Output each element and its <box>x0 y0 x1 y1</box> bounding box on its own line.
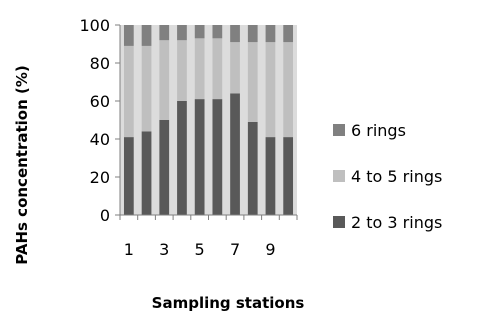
bar-segment-station-7-series-2 <box>230 42 240 94</box>
x-tick-label: 1 <box>124 240 134 259</box>
y-tick-label: 80 <box>90 54 110 73</box>
y-axis: 0 20 40 60 80 100 <box>79 16 121 225</box>
bar-segment-station-9-series-3 <box>265 25 276 43</box>
bar-segment-station-1-series-2 <box>123 45 134 138</box>
bar-segment-station-4-series-1 <box>177 101 187 215</box>
y-tick-label: 20 <box>90 168 110 187</box>
bar-segment-station-8-series-2 <box>247 42 258 122</box>
legend-swatch <box>333 170 345 182</box>
bar-segment-station-6-series-1 <box>212 99 223 215</box>
bar-segment-station-4-series-3 <box>177 25 187 41</box>
y-tick-label: 100 <box>79 16 110 35</box>
legend-swatch <box>333 216 345 228</box>
legend-swatch <box>333 124 345 136</box>
bar-segment-station-1-series-1 <box>123 137 134 215</box>
legend-label: 2 to 3 rings <box>351 213 442 232</box>
y-tick-label: 60 <box>90 92 110 111</box>
bar-segment-station-2-series-1 <box>141 131 152 215</box>
bar-segment-station-5-series-1 <box>194 99 205 215</box>
x-tick-label: 5 <box>195 240 205 259</box>
bar-segment-station-7-series-1 <box>230 93 240 215</box>
bar-segment-station-6-series-3 <box>212 25 223 39</box>
bar-segment-station-9-series-1 <box>265 137 276 215</box>
bar-segment-station-3-series-3 <box>159 25 170 41</box>
legend: 6 rings 4 to 5 rings 2 to 3 rings <box>333 121 442 232</box>
bar-segment-station-6-series-2 <box>212 38 223 100</box>
x-axis: 1 3 5 7 9 <box>119 214 298 259</box>
bar-segment-station-5-series-2 <box>194 38 205 100</box>
bar-segment-station-3-series-2 <box>159 40 170 121</box>
bar-segment-station-10-series-1 <box>283 137 294 215</box>
y-axis-title: PAHs concentration (%) <box>13 65 31 265</box>
x-tick-label: 7 <box>230 240 240 259</box>
bar-segment-station-2-series-2 <box>141 45 152 132</box>
legend-label: 6 rings <box>351 121 406 140</box>
bar-segment-station-5-series-3 <box>194 25 205 39</box>
x-tick-label: 9 <box>265 240 275 259</box>
bar-segment-station-2-series-3 <box>141 25 152 46</box>
bar-segment-station-7-series-3 <box>230 25 240 43</box>
bar-segment-station-4-series-2 <box>177 40 187 101</box>
bar-segment-station-1-series-3 <box>123 25 134 46</box>
x-tick-label: 3 <box>159 240 169 259</box>
y-tick-label: 40 <box>90 130 110 149</box>
legend-label: 4 to 5 rings <box>351 167 442 186</box>
bar-segment-station-8-series-3 <box>247 25 258 43</box>
bar-segment-station-3-series-1 <box>159 120 170 215</box>
bar-segment-station-10-series-3 <box>283 25 294 43</box>
bar-segment-station-9-series-2 <box>265 42 276 138</box>
x-axis-title: Sampling stations <box>152 294 305 312</box>
bar-segment-station-10-series-2 <box>283 42 294 138</box>
bar-segment-station-8-series-1 <box>247 121 258 215</box>
bars-group <box>123 25 294 215</box>
y-tick-label: 0 <box>100 206 110 225</box>
